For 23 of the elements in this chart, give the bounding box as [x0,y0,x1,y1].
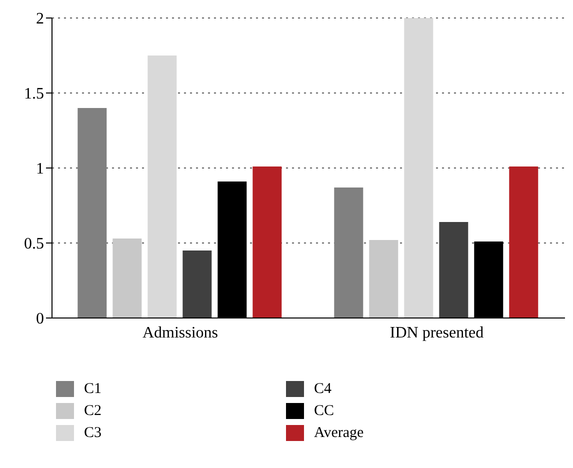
bar [334,188,364,318]
x-tick-label: Admissions [142,324,218,342]
bar [182,250,212,318]
y-tick-label: 2 [36,10,44,28]
y-tick-label: 0.5 [24,236,44,253]
legend-label: C4 [314,380,332,398]
y-tick-label: 1 [36,160,44,178]
bar [369,240,398,318]
legend-label: Average [314,424,364,442]
y-tick-label: 1.5 [24,86,44,103]
bar [148,56,177,318]
bar [404,18,434,318]
bar [509,166,538,318]
bar [112,238,142,318]
bar [78,108,107,318]
bar [252,166,282,318]
legend-label: C1 [84,380,102,398]
legend-label: C2 [84,402,102,420]
y-tick-label: 0 [36,310,44,328]
legend-label: CC [314,402,334,420]
x-tick-label: IDN presented [390,324,484,342]
bar [439,222,468,318]
legend-label: C3 [84,424,102,442]
